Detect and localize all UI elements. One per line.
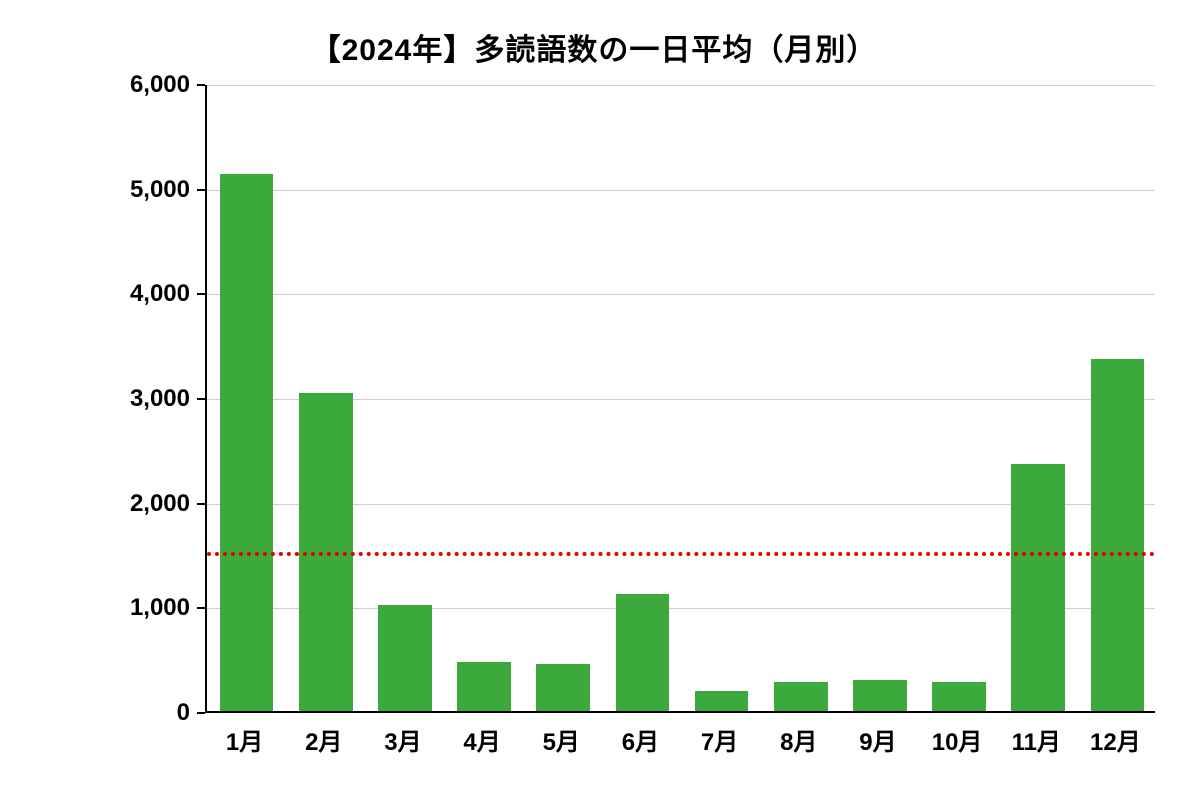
plot-area: [205, 85, 1155, 713]
gridline: [207, 85, 1155, 86]
bar: [378, 605, 432, 711]
bar: [616, 594, 670, 711]
y-axis-label: 2,000: [70, 490, 190, 518]
y-tick-mark: [197, 712, 205, 714]
bar: [220, 174, 274, 711]
bar: [457, 662, 511, 711]
y-axis-label: 1,000: [70, 594, 190, 622]
y-tick-mark: [197, 293, 205, 295]
bar: [1011, 464, 1065, 711]
x-axis-label: 7月: [701, 722, 738, 757]
x-axis-label: 11月: [1012, 722, 1061, 757]
x-axis-label: 8月: [780, 722, 817, 757]
y-tick-mark: [197, 189, 205, 191]
bar: [853, 680, 907, 711]
y-axis-label: 6,000: [70, 71, 190, 99]
x-axis-label: 10月: [932, 722, 983, 757]
y-tick-mark: [197, 84, 205, 86]
bar: [932, 682, 986, 711]
y-axis-label: 5,000: [70, 176, 190, 204]
bar: [1091, 359, 1145, 711]
y-axis-label: 3,000: [70, 385, 190, 413]
x-axis-label: 6月: [622, 722, 659, 757]
x-axis-label: 5月: [543, 722, 580, 757]
x-axis-label: 3月: [384, 722, 421, 757]
bar: [695, 691, 749, 711]
y-tick-mark: [197, 503, 205, 505]
y-axis-label: 0: [70, 699, 190, 727]
bar: [536, 664, 590, 711]
y-axis-label: 4,000: [70, 280, 190, 308]
x-axis-label: 1月: [226, 722, 263, 757]
y-tick-mark: [197, 607, 205, 609]
x-axis-label: 2月: [305, 722, 342, 757]
x-axis-label: 12月: [1090, 722, 1141, 757]
gridline: [207, 294, 1155, 295]
y-tick-mark: [197, 398, 205, 400]
bar: [774, 682, 828, 711]
gridline: [207, 190, 1155, 191]
chart-title: 【2024年】多読語数の一日平均（月別）: [0, 25, 1188, 69]
x-axis-label: 4月: [463, 722, 500, 757]
x-axis-label: 9月: [859, 722, 896, 757]
reference-line: [207, 552, 1155, 556]
